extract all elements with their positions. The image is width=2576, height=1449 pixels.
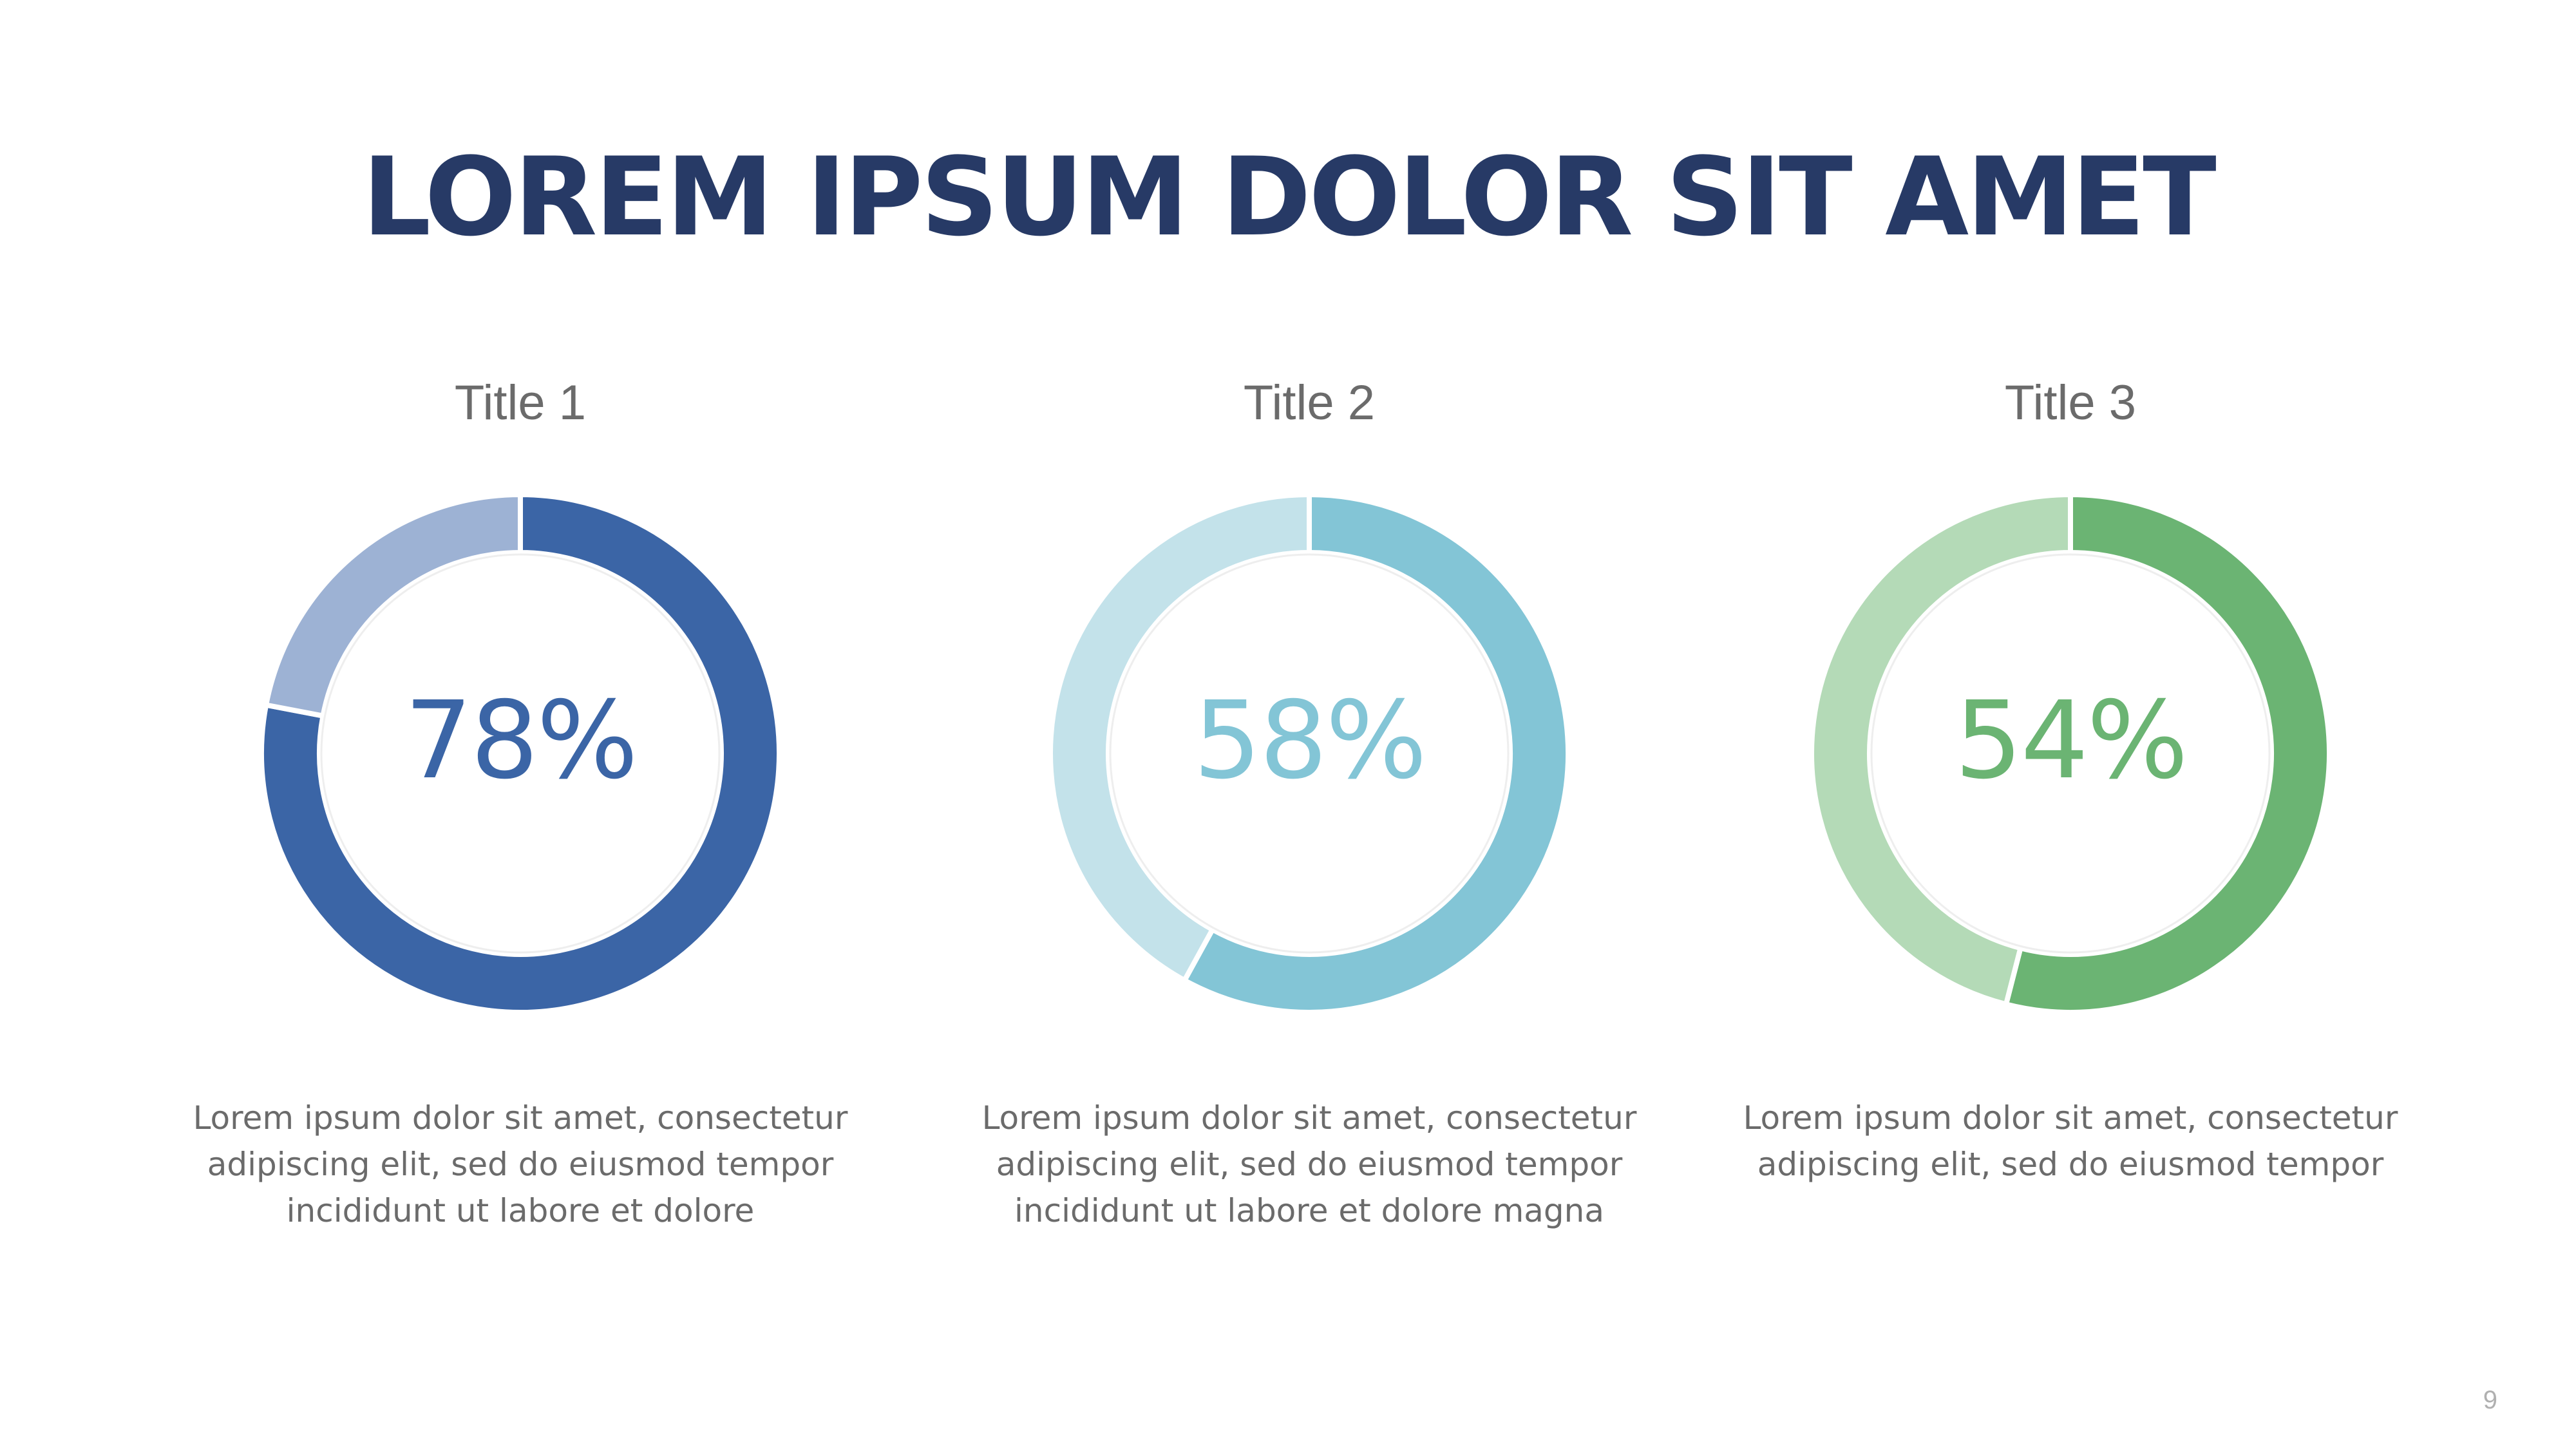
- chart-panel-1: Title 1 78% Lorem ipsum dolor sit amet, …: [102, 0, 939, 1449]
- donut-remainder-segment: [1809, 491, 2073, 1008]
- description-line: Lorem ipsum dolor sit amet, consectetur: [1743, 1099, 2398, 1137]
- donut-inner-ring: [1109, 553, 1510, 954]
- donut-value-label: 54%: [1955, 679, 2188, 803]
- donut-value-segment: [259, 491, 782, 1015]
- donut-value-label: 58%: [1193, 679, 1427, 803]
- panel-title: Title 2: [1243, 375, 1376, 430]
- donut-value-label: 78%: [404, 679, 638, 803]
- description-line: adipiscing elit, sed do eiusmod tempor: [996, 1146, 1623, 1183]
- page-number: 9: [2483, 1386, 2497, 1414]
- chart-panel-3: Title 3 54% Lorem ipsum dolor sit amet, …: [1652, 0, 2489, 1449]
- panel-description: Lorem ipsum dolor sit amet, consectetur …: [891, 1095, 1728, 1234]
- donut-value-segment: [1180, 491, 1571, 1015]
- description-line: incididunt ut labore et dolore magna: [1014, 1192, 1604, 1229]
- panel-title: Title 3: [2004, 375, 2137, 430]
- chart-panel-2: Title 2 58% Lorem ipsum dolor sit amet, …: [891, 0, 1728, 1449]
- donut-chart: [1809, 491, 2333, 1015]
- description-line: incididunt ut labore et dolore: [286, 1192, 755, 1229]
- donut-inner-ring: [320, 553, 721, 954]
- slide-title: LOREM IPSUM DOLOR SIT AMET: [362, 134, 2217, 260]
- donut-inner-ring: [1870, 553, 2271, 954]
- description-line: Lorem ipsum dolor sit amet, consectetur: [193, 1099, 848, 1137]
- description-line: adipiscing elit, sed do eiusmod tempor: [1757, 1146, 2384, 1183]
- panel-description: Lorem ipsum dolor sit amet, consectetur …: [102, 1095, 939, 1234]
- panel-title: Title 1: [454, 375, 587, 430]
- panel-description: Lorem ipsum dolor sit amet, consectetur …: [1652, 1095, 2489, 1188]
- donut-remainder-segment: [263, 491, 523, 719]
- donut-remainder-segment: [1048, 491, 1312, 984]
- description-line: Lorem ipsum dolor sit amet, consectetur: [981, 1099, 1637, 1137]
- description-line: adipiscing elit, sed do eiusmod tempor: [207, 1146, 834, 1183]
- donut-value-segment: [2003, 491, 2333, 1015]
- donut-chart: [1048, 491, 1571, 1015]
- donut-chart: [259, 491, 782, 1015]
